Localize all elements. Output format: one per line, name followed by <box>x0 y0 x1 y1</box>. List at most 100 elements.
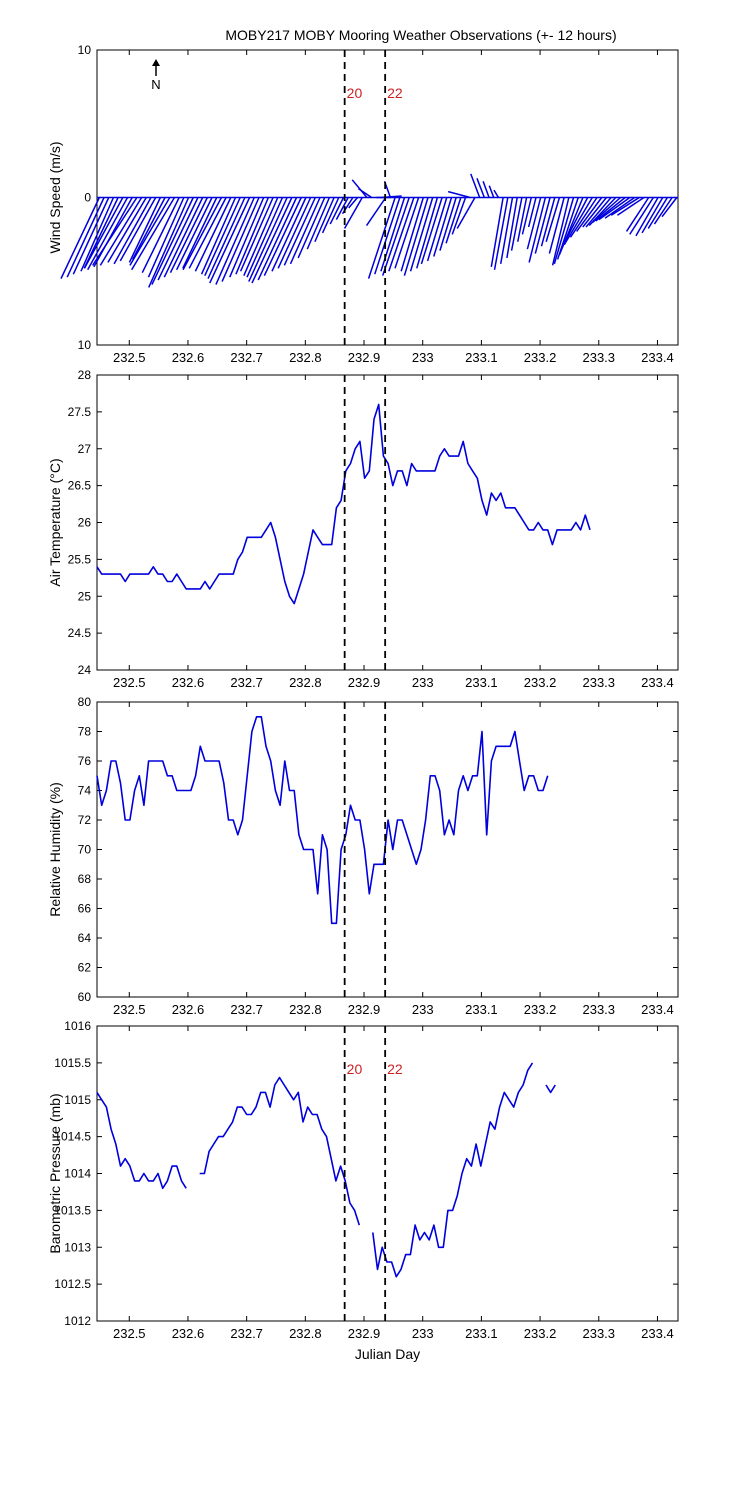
x-tick-label: 233.4 <box>641 350 674 365</box>
y-tick-label: 10 <box>78 43 92 57</box>
y-tick-label: 1013.5 <box>54 1203 91 1217</box>
wind-vector <box>72 197 110 275</box>
wind-vector <box>113 197 152 265</box>
wind-vector <box>141 197 180 274</box>
wind-vector <box>582 197 607 228</box>
wind-vector <box>128 197 162 263</box>
wind-vector <box>591 196 621 224</box>
panel-relative-humidity: 232.5 232.6 232.7 232.8 232.9 233 233.1 233.2 23… <box>47 695 679 1017</box>
x-tick-label: 232.5 <box>113 350 146 365</box>
wind-vector <box>388 197 415 272</box>
panel-barometric-pressure: 232.5 232.6 232.7 232.8 232.9 233 233.1 233.2 23… <box>47 1019 679 1362</box>
wind-vector <box>553 197 575 265</box>
wind-vector <box>175 197 213 271</box>
series-line <box>199 1076 361 1226</box>
x-tick-label: 233.2 <box>524 675 557 690</box>
x-tick-label: 233.1 <box>465 675 498 690</box>
y-tick-label: 27 <box>78 442 92 456</box>
y-axis-label: Air Temperature (°C) <box>47 458 63 586</box>
x-tick-label: 233 <box>412 1002 434 1017</box>
y-tick-label: 1016 <box>64 1019 91 1033</box>
wind-vector <box>506 197 518 259</box>
y-tick-label: 62 <box>78 961 92 975</box>
wind-vector <box>381 197 410 276</box>
x-tick-label: 233.3 <box>582 1326 615 1341</box>
y-tick-label: 60 <box>78 990 92 1004</box>
event-marker-label: 22 <box>387 85 403 101</box>
wind-vector <box>433 197 453 257</box>
y-tick-label: 66 <box>78 902 92 916</box>
x-tick-label: 233.2 <box>524 1002 557 1017</box>
wind-vector <box>493 197 509 270</box>
wind-vector <box>263 197 302 276</box>
wind-vector <box>420 197 443 265</box>
wind-vector <box>470 173 481 198</box>
x-tick-label: 233.1 <box>465 350 498 365</box>
wind-vector <box>661 197 678 218</box>
y-tick-label: 25.5 <box>68 552 92 566</box>
wind-vector <box>215 197 255 285</box>
y-tick-label: 28 <box>78 368 92 382</box>
series-line <box>96 716 549 925</box>
wind-vector <box>314 197 335 243</box>
y-tick-label: 74 <box>78 784 92 798</box>
y-tick-label: 24.5 <box>68 626 92 640</box>
wind-vector <box>148 197 190 288</box>
wind-vector <box>635 197 659 237</box>
x-tick-label: 233.2 <box>524 1326 557 1341</box>
wind-vector <box>456 197 476 229</box>
x-tick-label: 233.1 <box>465 1002 498 1017</box>
wind-vector <box>283 197 316 266</box>
wind-vector <box>93 197 133 268</box>
series-line <box>96 403 591 605</box>
wind-vector <box>400 197 425 272</box>
wind-vector <box>595 196 626 222</box>
wind-vector <box>200 197 237 275</box>
x-tick-label: 232.6 <box>172 350 205 365</box>
x-tick-label: 233.4 <box>641 675 674 690</box>
wind-vector <box>131 197 176 271</box>
wind-vector <box>235 197 270 275</box>
wind-vector <box>526 197 542 250</box>
x-tick-label: 233.4 <box>641 1326 674 1341</box>
wind-vector <box>306 197 331 250</box>
y-tick-label: 24 <box>78 663 92 677</box>
y-tick-label: 1012 <box>64 1314 91 1328</box>
wind-vector <box>251 197 293 284</box>
x-axis-label: Julian Day <box>355 1346 420 1362</box>
wind-vector <box>625 197 650 232</box>
y-axis-label: Barometric Pressure (mb) <box>47 1093 63 1253</box>
y-tick-label: 1015.5 <box>54 1056 91 1070</box>
wind-vector <box>87 197 129 271</box>
wind-vector <box>99 197 143 266</box>
wind-vector <box>517 197 528 242</box>
wind-vector <box>409 197 434 272</box>
wind-vector <box>246 197 284 278</box>
event-marker-label: 20 <box>347 1061 363 1077</box>
wind-vector <box>551 197 570 266</box>
wind-vector <box>447 190 471 199</box>
wind-vector <box>629 197 654 235</box>
wind-vector <box>83 197 124 269</box>
y-axis-label: Relative Humidity (%) <box>47 782 63 917</box>
wind-vector <box>204 197 241 276</box>
x-tick-label: 232.5 <box>113 1002 146 1017</box>
y-tick-label: 26 <box>78 516 92 530</box>
wind-vector <box>540 197 556 247</box>
wind-vector <box>482 181 490 198</box>
wind-vector <box>604 196 636 219</box>
y-tick-label: 64 <box>78 931 92 945</box>
wind-vector <box>151 197 194 285</box>
wind-vector <box>367 197 396 279</box>
x-tick-label: 233.4 <box>641 1002 674 1017</box>
wind-vector <box>321 197 340 234</box>
x-tick-label: 233.3 <box>582 350 615 365</box>
y-tick-label: 68 <box>78 872 92 886</box>
x-tick-label: 232.6 <box>172 1002 205 1017</box>
x-tick-label: 233 <box>412 675 434 690</box>
wind-vector <box>374 197 401 275</box>
wind-vector <box>348 197 359 209</box>
x-tick-label: 232.8 <box>289 1002 322 1017</box>
y-tick-label: 78 <box>78 725 92 739</box>
wind-vector <box>426 197 448 262</box>
